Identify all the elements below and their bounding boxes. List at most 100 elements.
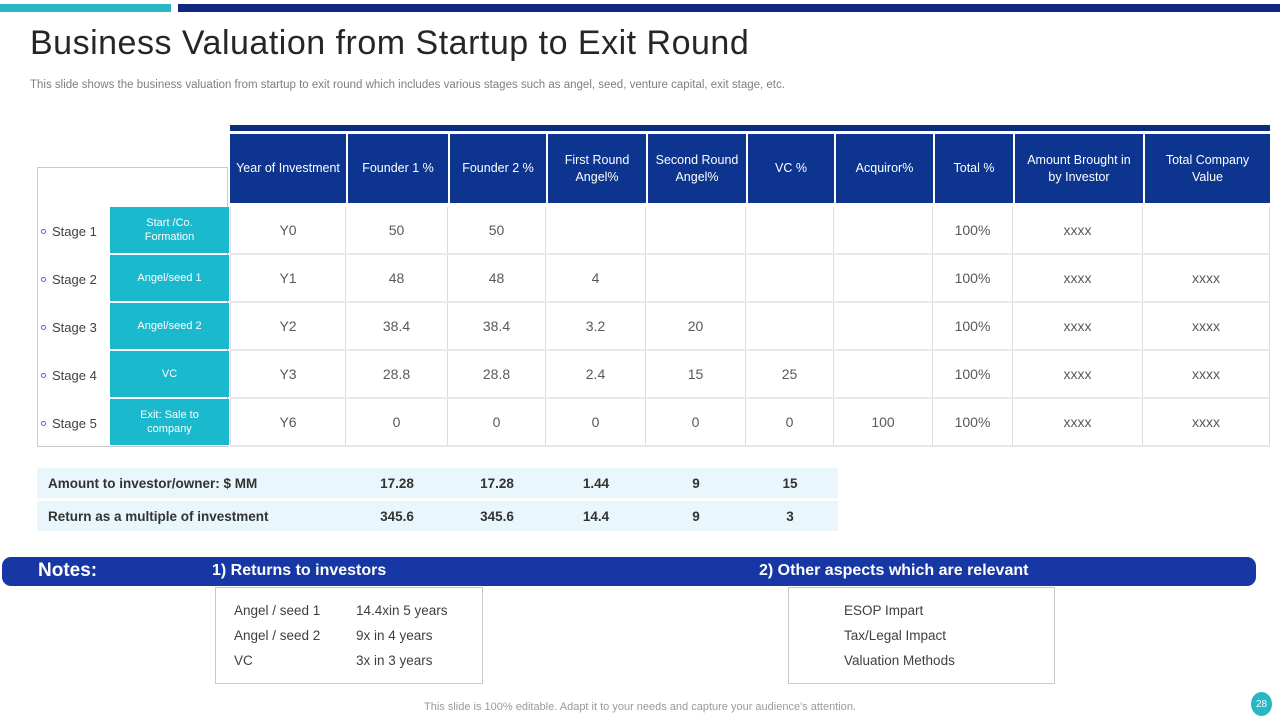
table-cell: 100% bbox=[933, 303, 1013, 349]
table-cell: xxxx bbox=[1143, 351, 1270, 397]
table-cell bbox=[746, 207, 834, 253]
returns-row: Angel / seed 2 9x in 4 years bbox=[216, 623, 482, 648]
top-accent-cyan-bar bbox=[0, 4, 171, 12]
table-cell bbox=[834, 255, 933, 301]
footer-text: This slide is 100% editable. Adapt it to… bbox=[424, 701, 856, 713]
column-header: Total Company Value bbox=[1143, 134, 1270, 203]
table-cell: xxxx bbox=[1143, 303, 1270, 349]
column-header: Founder 1 % bbox=[346, 134, 448, 203]
table-cell: 100% bbox=[933, 399, 1013, 445]
table-cell: xxxx bbox=[1013, 399, 1143, 445]
column-header: Year of Investment bbox=[230, 134, 346, 203]
table-cell: xxxx bbox=[1143, 255, 1270, 301]
table-cell: 100% bbox=[933, 207, 1013, 253]
stage-tag: Angel/seed 2 bbox=[110, 303, 229, 349]
table-cell: Y1 bbox=[230, 255, 346, 301]
table-cell bbox=[546, 207, 646, 253]
notes-heading: Notes: bbox=[38, 560, 98, 581]
table-cell: 15 bbox=[646, 351, 746, 397]
table-cell: 48 bbox=[346, 255, 448, 301]
returns-name: Angel / seed 1 bbox=[234, 603, 321, 618]
column-header: Second Round Angel% bbox=[646, 134, 746, 203]
column-header: Founder 2 % bbox=[448, 134, 546, 203]
table-cell: Y6 bbox=[230, 399, 346, 445]
returns-row: Angel / seed 1 14.4xin 5 years bbox=[216, 598, 482, 623]
table-cell: xxxx bbox=[1013, 255, 1143, 301]
table-header-row: Year of Investment Founder 1 % Founder 2… bbox=[230, 134, 1270, 203]
table-cell: 48 bbox=[448, 255, 546, 301]
table-cell: xxxx bbox=[1013, 207, 1143, 253]
table-cell: 28.8 bbox=[346, 351, 448, 397]
table-cell: Y3 bbox=[230, 351, 346, 397]
valuation-table: Year of Investment Founder 1 % Founder 2… bbox=[230, 125, 1270, 447]
summary-label: Amount to investor/owner: $ MM bbox=[48, 475, 258, 491]
stage-label: Stage 1 bbox=[52, 223, 97, 239]
table-cell: xxxx bbox=[1013, 303, 1143, 349]
summary-value: 15 bbox=[782, 475, 798, 491]
circle-bullet-icon bbox=[41, 420, 46, 426]
returns-value: 14.4xin 5 years bbox=[356, 603, 448, 618]
stage-label: Stage 5 bbox=[52, 415, 97, 431]
table-body: Y0 50 50 100% xxxx Y1 48 48 4 100% bbox=[230, 207, 1270, 447]
table-cell: 50 bbox=[346, 207, 448, 253]
circle-bullet-icon bbox=[41, 228, 46, 234]
stage-tag: Start /Co. Formation bbox=[110, 207, 229, 253]
summary-row-return: Return as a multiple of investment 345.6… bbox=[37, 501, 838, 531]
aspects-line: Tax/Legal Impact bbox=[844, 628, 947, 643]
summary-value: 17.28 bbox=[380, 475, 414, 491]
aspects-line: Valuation Methods bbox=[844, 653, 955, 668]
returns-detail-box: Angel / seed 1 14.4xin 5 years Angel / s… bbox=[215, 587, 483, 684]
stage-tag: Exit: Sale to company bbox=[110, 399, 229, 445]
summary-value: 14.4 bbox=[582, 508, 610, 524]
page-title: Business Valuation from Startup to Exit … bbox=[30, 24, 750, 62]
circle-bullet-icon bbox=[41, 324, 46, 330]
table-cell bbox=[834, 351, 933, 397]
summary-value: 345.6 bbox=[480, 508, 514, 524]
table-cell: 0 bbox=[646, 399, 746, 445]
column-header: Total % bbox=[933, 134, 1013, 203]
returns-value: 9x in 4 years bbox=[356, 628, 433, 643]
table-cell: 4 bbox=[546, 255, 646, 301]
page-number-badge: 28 bbox=[1251, 692, 1272, 716]
column-header: Amount Brought in by Investor bbox=[1013, 134, 1143, 203]
stage-item-5: Stage 5 bbox=[41, 399, 97, 447]
aspects-detail-box: ESOP Impart Tax/Legal Impact Valuation M… bbox=[788, 587, 1055, 684]
summary-value: 3 bbox=[786, 508, 794, 524]
table-cell: 50 bbox=[448, 207, 546, 253]
stage-tag: VC bbox=[110, 351, 229, 397]
table-cell: 20 bbox=[646, 303, 746, 349]
table-cell bbox=[746, 303, 834, 349]
summary-value: 9 bbox=[692, 475, 700, 491]
stage-label: Stage 2 bbox=[52, 271, 97, 287]
table-cell bbox=[834, 207, 933, 253]
circle-bullet-icon bbox=[41, 276, 46, 282]
stage-tag-column: Start /Co. Formation Angel/seed 1 Angel/… bbox=[110, 207, 229, 447]
table-row: Y1 48 48 4 100% xxxx xxxx bbox=[230, 255, 1270, 303]
table-cell: 38.4 bbox=[448, 303, 546, 349]
page-subtitle: This slide shows the business valuation … bbox=[30, 79, 785, 91]
notes-bar: Notes: 1) Returns to investors 2) Other … bbox=[2, 557, 1256, 586]
table-row: Y2 38.4 38.4 3.2 20 100% xxxx xxxx bbox=[230, 303, 1270, 351]
summary-value: 17.28 bbox=[480, 475, 514, 491]
summary-label: Return as a multiple of investment bbox=[48, 508, 269, 524]
returns-name: VC bbox=[234, 653, 253, 668]
table-row: Y0 50 50 100% xxxx bbox=[230, 207, 1270, 255]
table-cell: 0 bbox=[448, 399, 546, 445]
summary-section: Amount to investor/owner: $ MM 17.28 17.… bbox=[37, 468, 838, 534]
summary-row-amount: Amount to investor/owner: $ MM 17.28 17.… bbox=[37, 468, 838, 498]
table-cell: 100% bbox=[933, 351, 1013, 397]
table-cell: 0 bbox=[746, 399, 834, 445]
stage-item-4: Stage 4 bbox=[41, 351, 97, 399]
column-header: First Round Angel% bbox=[546, 134, 646, 203]
table-row: Y3 28.8 28.8 2.4 15 25 100% xxxx xxxx bbox=[230, 351, 1270, 399]
column-header: VC % bbox=[746, 134, 834, 203]
table-cell: Y0 bbox=[230, 207, 346, 253]
summary-value: 9 bbox=[692, 508, 700, 524]
table-cell bbox=[646, 207, 746, 253]
returns-row: VC 3x in 3 years bbox=[216, 648, 482, 673]
table-cell: 28.8 bbox=[448, 351, 546, 397]
column-header: Acquiror% bbox=[834, 134, 933, 203]
table-row: Y6 0 0 0 0 0 100 100% xxxx xxxx bbox=[230, 399, 1270, 447]
stage-tag: Angel/seed 1 bbox=[110, 255, 229, 301]
